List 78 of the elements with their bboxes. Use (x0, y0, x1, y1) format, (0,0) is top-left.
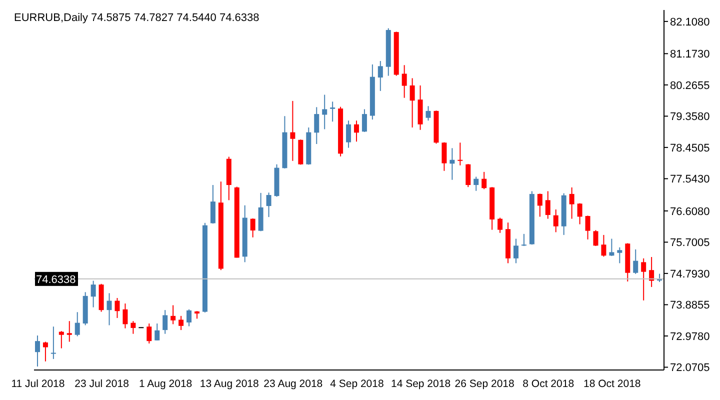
candlestick (569, 186, 574, 220)
x-tick-label: 23 Jul 2018 (74, 378, 130, 390)
candlestick (130, 320, 136, 334)
candlestick (210, 184, 216, 224)
candlestick (122, 303, 128, 329)
candlestick (521, 233, 526, 246)
ref-line-label: 74.6338 (36, 274, 76, 286)
candlestick (354, 120, 359, 142)
candlestick (474, 176, 479, 192)
candlestick (450, 148, 455, 180)
y-tick-label: 80.2655 (670, 80, 710, 92)
candlestick (346, 120, 352, 148)
candlestick (633, 248, 638, 274)
candlestick (617, 246, 622, 264)
candlestick (290, 100, 296, 162)
candlestick (35, 335, 40, 368)
chart-title: EURRUB,Daily 74.5875 74.7827 74.5440 74.6338 (14, 12, 260, 24)
candlestick (593, 230, 598, 246)
x-tick-label: 14 Sep 2018 (390, 378, 451, 390)
y-tick-label: 74.7930 (670, 268, 710, 280)
candlestick (178, 315, 184, 331)
candlestick (362, 108, 367, 132)
candlestick (314, 106, 320, 145)
candlestick (577, 202, 582, 225)
candlestick (649, 256, 654, 288)
candlestick (74, 312, 80, 337)
candlestick (609, 238, 614, 256)
x-tick-label: 23 Aug 2018 (264, 378, 323, 390)
x-tick-label: 18 Oct 2018 (584, 378, 641, 390)
x-tick-label: 8 Oct 2018 (522, 378, 574, 390)
candlestick (90, 280, 96, 308)
x-tick-label: 26 Sep 2018 (454, 378, 515, 390)
candlestick (410, 78, 415, 128)
candlestick (154, 322, 160, 341)
candlestick (442, 142, 447, 172)
y-tick-label: 75.7005 (670, 237, 710, 250)
candlestick (466, 163, 471, 188)
candlestick (513, 238, 518, 264)
x-tick-label: 4 Sep 2018 (330, 378, 384, 390)
y-tick-label: 77.5430 (670, 174, 710, 186)
y-tick-label: 76.6080 (670, 206, 710, 218)
candlestick (585, 215, 590, 240)
candlestick (162, 310, 168, 334)
y-tick-label: 78.4505 (670, 142, 710, 154)
candlestick (458, 142, 463, 166)
candlestick (58, 330, 64, 349)
candlestick (50, 326, 56, 360)
candlestick (545, 190, 550, 220)
candlestick (266, 192, 272, 218)
y-tick-label: 82.1080 (670, 16, 710, 28)
candlestick (66, 320, 72, 342)
x-tick-label: 13 Aug 2018 (200, 378, 260, 390)
candlestick (258, 192, 264, 232)
y-tick-label: 72.0705 (670, 362, 710, 374)
candlestick (553, 208, 558, 233)
candlestick (114, 298, 120, 318)
candlestick (641, 258, 646, 301)
candlestick (482, 171, 487, 190)
candlestick (601, 234, 606, 258)
candlestick (106, 292, 112, 326)
candlestick (330, 101, 336, 122)
candlestick (402, 64, 407, 98)
candlestick (170, 304, 176, 325)
candlestick (186, 308, 192, 327)
y-tick-label: 72.9780 (670, 330, 710, 343)
candlestick (322, 94, 328, 130)
y-tick-label: 79.3580 (670, 111, 710, 124)
candlestick (378, 60, 383, 92)
candlestick (426, 106, 431, 122)
x-tick-label: 1 Aug 2018 (139, 378, 192, 390)
y-tick-label: 73.8855 (670, 300, 710, 312)
candlestick (42, 341, 48, 362)
candlestick (250, 218, 256, 238)
candlestick (146, 322, 152, 344)
x-tick-label: 11 Jul 2018 (11, 378, 65, 390)
y-tick-label: 81.1730 (670, 48, 710, 61)
candlestick (537, 193, 542, 218)
candlestick (498, 217, 503, 234)
